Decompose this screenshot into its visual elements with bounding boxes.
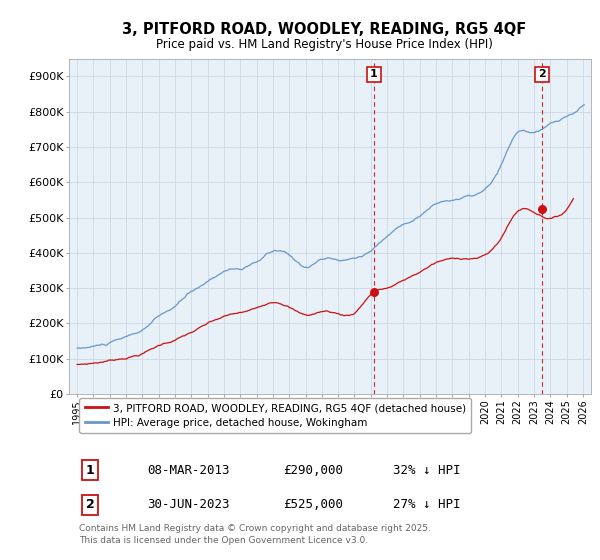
Text: £290,000: £290,000 xyxy=(283,464,343,477)
Legend: 3, PITFORD ROAD, WOODLEY, READING, RG5 4QF (detached house), HPI: Average price,: 3, PITFORD ROAD, WOODLEY, READING, RG5 4… xyxy=(79,398,471,433)
Text: 1: 1 xyxy=(86,464,94,477)
Text: Contains HM Land Registry data © Crown copyright and database right 2025.
This d: Contains HM Land Registry data © Crown c… xyxy=(79,524,431,545)
Text: 1: 1 xyxy=(370,69,378,80)
Text: £525,000: £525,000 xyxy=(283,498,343,511)
Text: 30-JUN-2023: 30-JUN-2023 xyxy=(148,498,230,511)
Text: 08-MAR-2013: 08-MAR-2013 xyxy=(148,464,230,477)
Text: 2: 2 xyxy=(538,69,546,80)
Point xyxy=(369,287,379,296)
Text: 32% ↓ HPI: 32% ↓ HPI xyxy=(392,464,460,477)
Point xyxy=(537,204,547,213)
Text: 2: 2 xyxy=(86,498,94,511)
Text: 3, PITFORD ROAD, WOODLEY, READING, RG5 4QF: 3, PITFORD ROAD, WOODLEY, READING, RG5 4… xyxy=(122,22,526,38)
Text: 27% ↓ HPI: 27% ↓ HPI xyxy=(392,498,460,511)
Text: Price paid vs. HM Land Registry's House Price Index (HPI): Price paid vs. HM Land Registry's House … xyxy=(155,38,493,51)
